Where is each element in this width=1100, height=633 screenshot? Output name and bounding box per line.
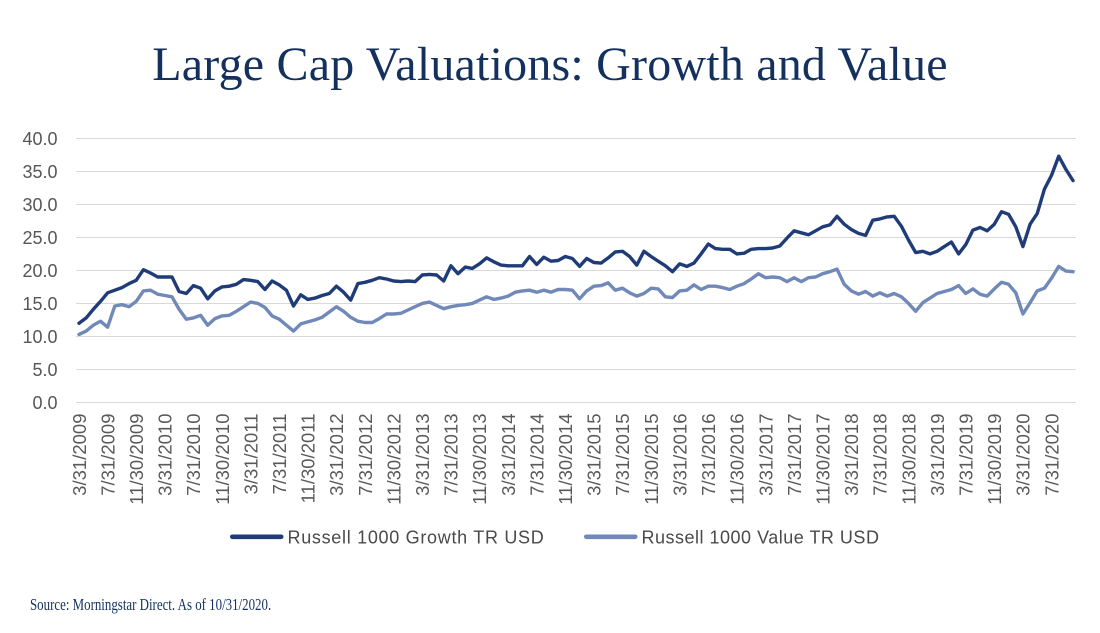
svg-text:3/31/2016: 3/31/2016 bbox=[669, 414, 690, 496]
svg-text:11/30/2019: 11/30/2019 bbox=[984, 414, 1005, 505]
svg-text:3/31/2010: 3/31/2010 bbox=[155, 414, 176, 496]
svg-text:0.0: 0.0 bbox=[32, 393, 57, 413]
svg-text:7/31/2015: 7/31/2015 bbox=[612, 414, 633, 496]
svg-text:3/31/2019: 3/31/2019 bbox=[927, 414, 948, 496]
svg-text:7/31/2018: 7/31/2018 bbox=[870, 414, 891, 496]
svg-text:11/30/2011: 11/30/2011 bbox=[298, 414, 319, 504]
svg-text:25.0: 25.0 bbox=[22, 228, 57, 248]
svg-text:3/31/2020: 3/31/2020 bbox=[1013, 414, 1034, 496]
svg-text:11/30/2018: 11/30/2018 bbox=[898, 414, 919, 505]
svg-text:7/31/2014: 7/31/2014 bbox=[526, 414, 547, 496]
svg-text:11/30/2012: 11/30/2012 bbox=[383, 414, 404, 505]
svg-text:11/30/2017: 11/30/2017 bbox=[813, 414, 834, 505]
svg-text:35.0: 35.0 bbox=[22, 162, 57, 182]
svg-text:40.0: 40.0 bbox=[22, 129, 57, 149]
svg-text:10.0: 10.0 bbox=[22, 327, 57, 347]
svg-text:3/31/2012: 3/31/2012 bbox=[326, 414, 347, 496]
svg-text:5.0: 5.0 bbox=[32, 360, 57, 380]
svg-text:7/31/2013: 7/31/2013 bbox=[441, 413, 462, 495]
svg-text:11/30/2014: 11/30/2014 bbox=[555, 414, 576, 505]
svg-text:7/31/2011: 7/31/2011 bbox=[269, 414, 290, 495]
svg-text:Russell 1000 Growth TR USD: Russell 1000 Growth TR USD bbox=[288, 528, 545, 548]
svg-text:15.0: 15.0 bbox=[22, 294, 57, 314]
svg-text:11/30/2010: 11/30/2010 bbox=[212, 414, 233, 505]
svg-text:7/31/2019: 7/31/2019 bbox=[956, 414, 977, 496]
svg-text:11/30/2016: 11/30/2016 bbox=[727, 414, 748, 505]
svg-text:7/31/2012: 7/31/2012 bbox=[355, 414, 376, 496]
svg-text:7/31/2016: 7/31/2016 bbox=[698, 414, 719, 496]
svg-text:3/31/2018: 3/31/2018 bbox=[841, 414, 862, 496]
svg-text:11/30/2009: 11/30/2009 bbox=[126, 414, 147, 505]
svg-text:7/31/2010: 7/31/2010 bbox=[183, 414, 204, 496]
svg-text:7/31/2017: 7/31/2017 bbox=[784, 414, 805, 496]
svg-text:Source: Morningstar Direct. As: Source: Morningstar Direct. As of 10/31/… bbox=[30, 596, 271, 614]
svg-text:3/31/2013: 3/31/2013 bbox=[412, 414, 433, 496]
svg-text:3/31/2011: 3/31/2011 bbox=[240, 414, 261, 495]
svg-text:Russell 1000 Value TR USD: Russell 1000 Value TR USD bbox=[642, 528, 880, 548]
svg-text:20.0: 20.0 bbox=[22, 261, 57, 281]
svg-text:3/31/2009: 3/31/2009 bbox=[69, 414, 90, 496]
svg-text:7/31/2020: 7/31/2020 bbox=[1041, 414, 1062, 496]
svg-text:11/30/2015: 11/30/2015 bbox=[641, 414, 662, 505]
svg-text:3/31/2017: 3/31/2017 bbox=[755, 414, 776, 496]
svg-text:11/30/2013: 11/30/2013 bbox=[469, 414, 490, 505]
svg-text:3/31/2015: 3/31/2015 bbox=[584, 414, 605, 496]
svg-text:3/31/2014: 3/31/2014 bbox=[498, 414, 519, 496]
svg-text:7/31/2009: 7/31/2009 bbox=[97, 414, 118, 496]
svg-text:30.0: 30.0 bbox=[22, 195, 57, 215]
